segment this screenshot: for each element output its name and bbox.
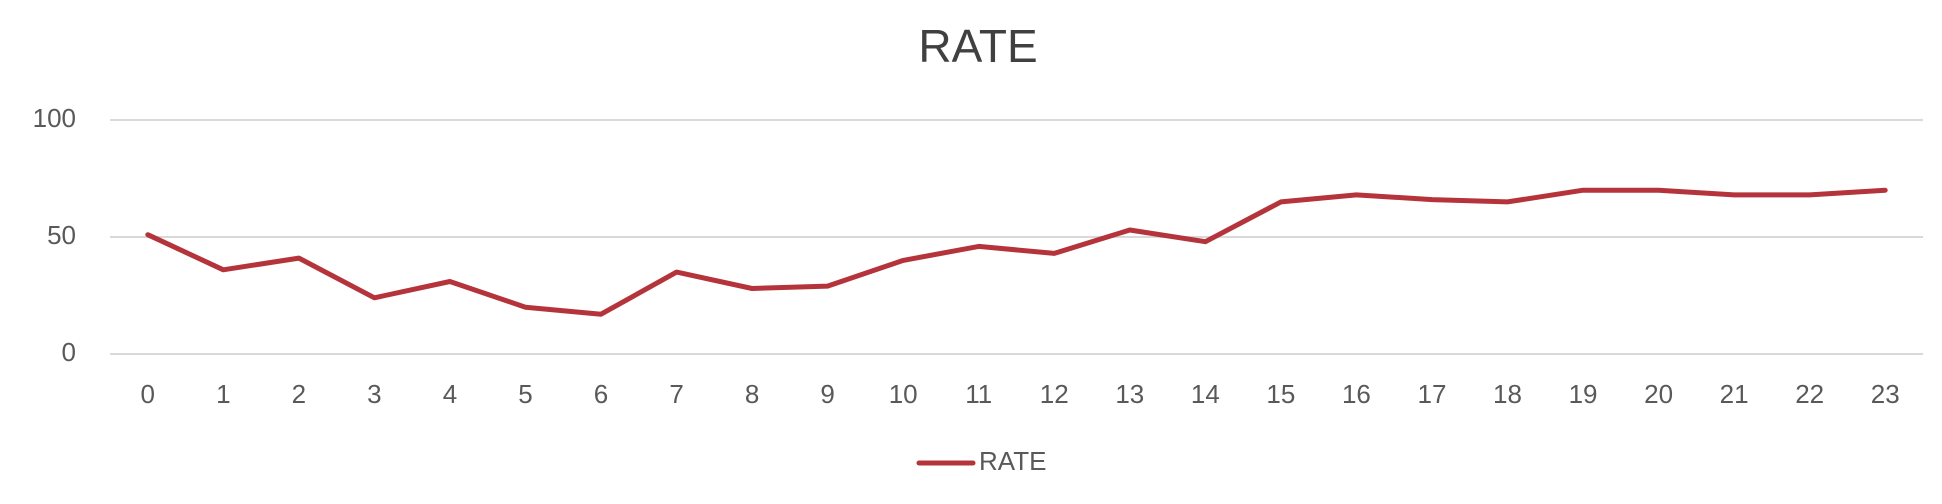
x-tick-label: 0	[141, 379, 155, 409]
x-tick-label: 22	[1795, 379, 1824, 409]
x-tick-label: 3	[367, 379, 381, 409]
x-tick-label: 6	[594, 379, 608, 409]
data-line	[145, 187, 1888, 317]
x-tick-label: 15	[1266, 379, 1295, 409]
x-tick-label: 17	[1418, 379, 1447, 409]
x-tick-label: 19	[1569, 379, 1598, 409]
x-tick-label: 12	[1040, 379, 1069, 409]
x-tick-label: 11	[965, 379, 992, 409]
x-tick-label: 4	[443, 379, 457, 409]
x-tick-label: 7	[669, 379, 683, 409]
y-tick-label: 50	[47, 220, 76, 250]
x-tick-label: 5	[518, 379, 532, 409]
x-tick-label: 20	[1644, 379, 1673, 409]
x-tick-label: 16	[1342, 379, 1371, 409]
x-tick-label: 8	[745, 379, 759, 409]
chart-title: RATE	[918, 20, 1037, 72]
x-tick-label: 13	[1115, 379, 1144, 409]
y-tick-label: 100	[33, 103, 76, 133]
x-tick-label: 14	[1191, 379, 1220, 409]
y-tick-label: 0	[62, 337, 76, 367]
x-tick-label: 2	[292, 379, 306, 409]
x-tick-label: 23	[1871, 379, 1900, 409]
x-tick-label: 1	[216, 379, 230, 409]
legend-label: RATE	[979, 446, 1046, 476]
x-tick-label: 9	[820, 379, 834, 409]
x-tick-label: 18	[1493, 379, 1522, 409]
x-tick-label: 21	[1720, 379, 1749, 409]
x-tick-label: 10	[889, 379, 918, 409]
